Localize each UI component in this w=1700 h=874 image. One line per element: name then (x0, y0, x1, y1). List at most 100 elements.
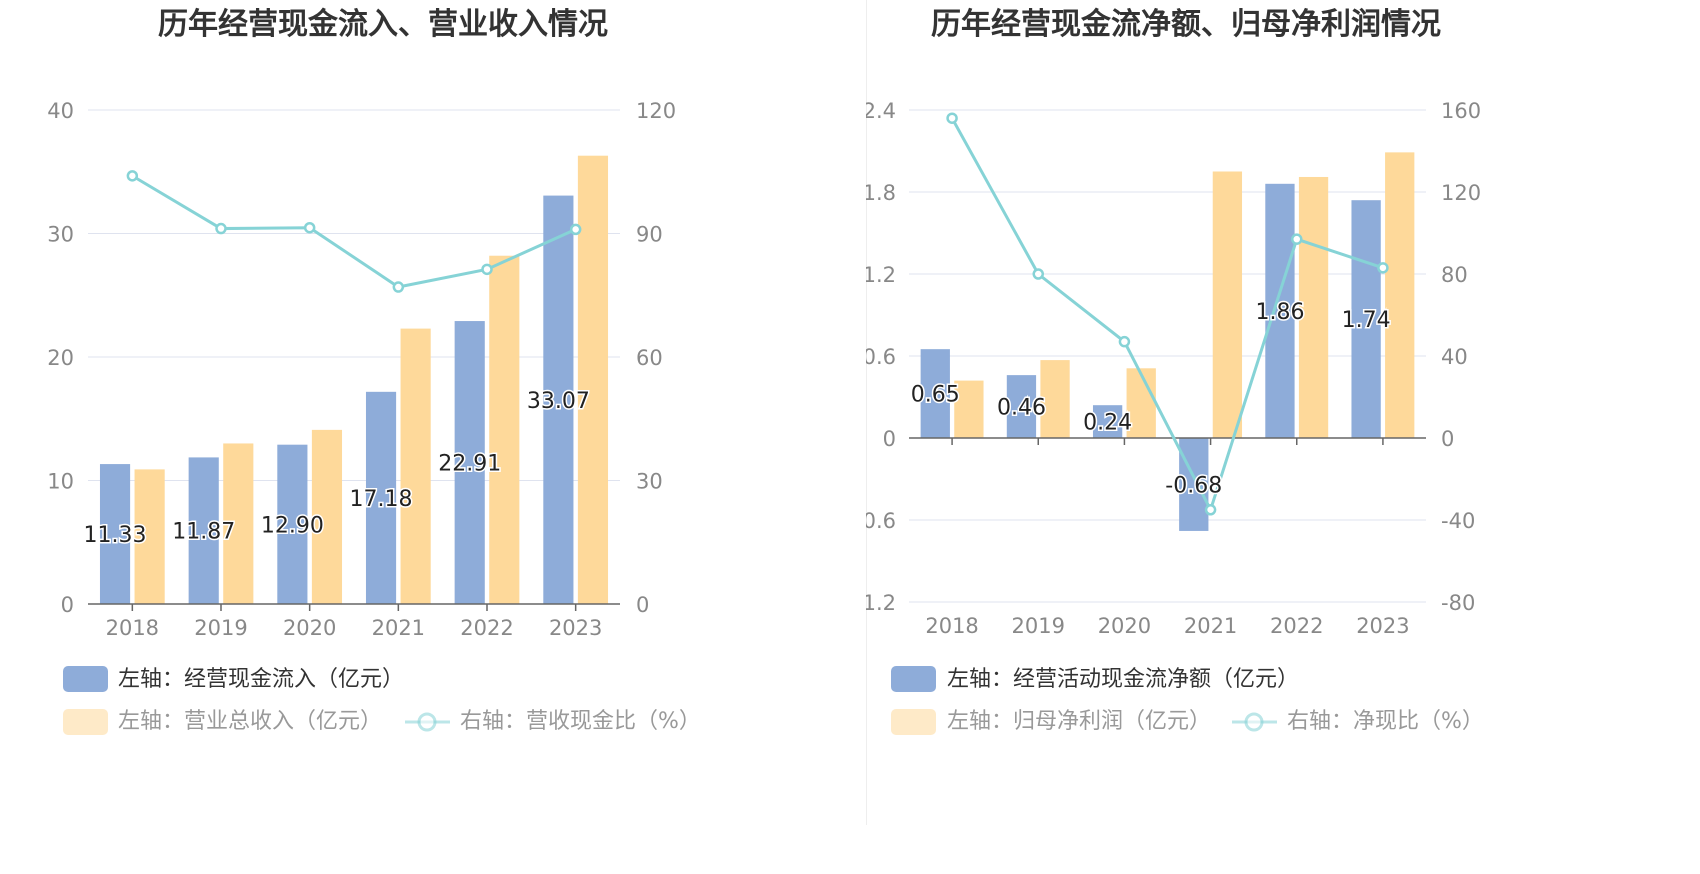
y-tick-right: 160 (1441, 99, 1481, 123)
data-label: 11.87 (172, 520, 235, 545)
data-label: -0.68 (1165, 473, 1222, 498)
x-tick-label: 2019 (194, 616, 247, 640)
y-tick-left: 0.6 (866, 345, 896, 369)
legend-swatch (63, 709, 108, 735)
panel-divider (866, 0, 867, 825)
bar-series-1 (1351, 200, 1381, 438)
x-tick-label: 2023 (1356, 614, 1409, 638)
bar-series-2 (223, 443, 254, 604)
y-tick-right: 120 (636, 99, 676, 123)
y-tick-left: -1.2 (866, 591, 896, 615)
bar-series-2 (1040, 360, 1070, 438)
data-label: 17.18 (350, 487, 413, 512)
y-tick-right: 120 (1441, 181, 1481, 205)
bar-series-1 (1006, 375, 1037, 438)
legend-swatch (63, 666, 108, 692)
bar-series-1 (188, 457, 219, 604)
line-point (1032, 268, 1044, 280)
y-tick-left: 0 (883, 427, 896, 451)
legend-label: 左轴：经营活动现金流净额（亿元） (947, 667, 1299, 692)
data-label: 11.33 (84, 523, 147, 548)
y-tick-right: 30 (636, 470, 663, 494)
data-label: 0.24 (1083, 411, 1132, 436)
y-tick-right: -40 (1441, 509, 1475, 533)
data-label: 1.74 (1342, 308, 1391, 333)
bar-series-2 (954, 380, 984, 438)
legend-swatch (891, 709, 936, 735)
y-tick-left: 30 (47, 223, 74, 247)
y-tick-left: 1.2 (866, 263, 896, 287)
line-point (569, 223, 582, 236)
line-point (303, 221, 316, 234)
x-tick-label: 2021 (372, 616, 425, 640)
bar-series-1 (1265, 183, 1295, 438)
line-point (126, 170, 139, 182)
bar-series-1 (543, 195, 574, 604)
y-tick-right: 40 (1441, 345, 1468, 369)
bar-series-1 (277, 444, 308, 604)
legend-line-marker (1244, 712, 1264, 732)
y-tick-left: 2.4 (866, 99, 896, 123)
data-label: 22.91 (438, 452, 501, 477)
bar-series-1 (365, 391, 397, 604)
x-tick-label: 2022 (1270, 614, 1323, 638)
bar-series-1 (1092, 405, 1123, 438)
data-label: 12.90 (261, 513, 324, 538)
bar-series-2 (1385, 152, 1415, 438)
bar-series-2 (577, 155, 609, 604)
line-point (215, 222, 227, 235)
x-tick-label: 2021 (1184, 614, 1237, 638)
bar-series-1 (920, 349, 950, 438)
legend-label: 右轴：净现比（%） (1287, 709, 1484, 734)
x-tick-label: 2018 (106, 616, 159, 640)
line-series-ratio (950, 117, 1384, 514)
y-tick-left: 0 (61, 593, 74, 617)
legend-swatch (891, 666, 936, 692)
bar-series-2 (489, 255, 520, 605)
line-point (1204, 504, 1217, 516)
chart-title: 历年经营现金流净额、归母净利润情况 (931, 7, 1441, 42)
x-tick-label: 2019 (1012, 614, 1065, 638)
line-point (1291, 233, 1303, 245)
x-tick-label: 2023 (549, 616, 602, 640)
data-label: 33.07 (527, 389, 590, 414)
y-tick-left: 1.8 (866, 181, 896, 205)
bar-series-1 (454, 321, 485, 604)
chart-title: 历年经营现金流入、营业收入情况 (158, 7, 608, 42)
legend-line-marker (417, 712, 437, 732)
y-tick-right: -80 (1441, 591, 1475, 615)
chart-cash-inflow-revenue: 历年经营现金流入、营业收入情况 0 0 10 30 20 60 30 90 40 120 2018 20… (47, 7, 701, 735)
bar-series-2 (1298, 176, 1329, 438)
y-tick-left: 10 (47, 470, 74, 494)
bar-series-2 (134, 469, 165, 604)
bar-series-2 (400, 328, 431, 604)
line-point (481, 263, 493, 276)
bar-series-2 (1212, 171, 1243, 438)
data-label: 1.86 (1255, 300, 1304, 325)
y-tick-left: -0.6 (866, 509, 896, 533)
line-point (392, 281, 405, 293)
legend-label: 左轴：归母净利润（亿元） (947, 709, 1211, 734)
x-tick-label: 2018 (925, 614, 978, 638)
y-tick-left: 20 (47, 346, 74, 370)
bar-series-1 (99, 464, 131, 604)
legend-label: 左轴：经营现金流入（亿元） (118, 667, 404, 692)
bar-series-1 (1179, 438, 1209, 531)
line-point (1377, 262, 1389, 274)
x-tick-label: 2020 (1098, 614, 1151, 638)
y-tick-right: 90 (636, 223, 663, 247)
line-point (946, 112, 958, 124)
bar-series-2 (1126, 368, 1156, 438)
y-tick-right: 80 (1441, 263, 1468, 287)
y-tick-right: 0 (636, 593, 649, 617)
x-tick-label: 2020 (283, 616, 336, 640)
y-tick-right: 60 (636, 346, 663, 370)
chart-net-cash-flow-profit: 历年经营现金流净额、归母净利润情况 -1.2 -80 -0.6 -40 0 0 0.6 40 1.… (866, 7, 1484, 735)
line-series-ratio (131, 174, 577, 289)
x-tick-label: 2022 (460, 616, 513, 640)
data-label: 0.65 (911, 383, 960, 408)
legend-label: 右轴：营收现金比（%） (460, 709, 701, 734)
legend-label: 左轴：营业总收入（亿元） (118, 709, 382, 734)
y-tick-left: 40 (47, 99, 74, 123)
